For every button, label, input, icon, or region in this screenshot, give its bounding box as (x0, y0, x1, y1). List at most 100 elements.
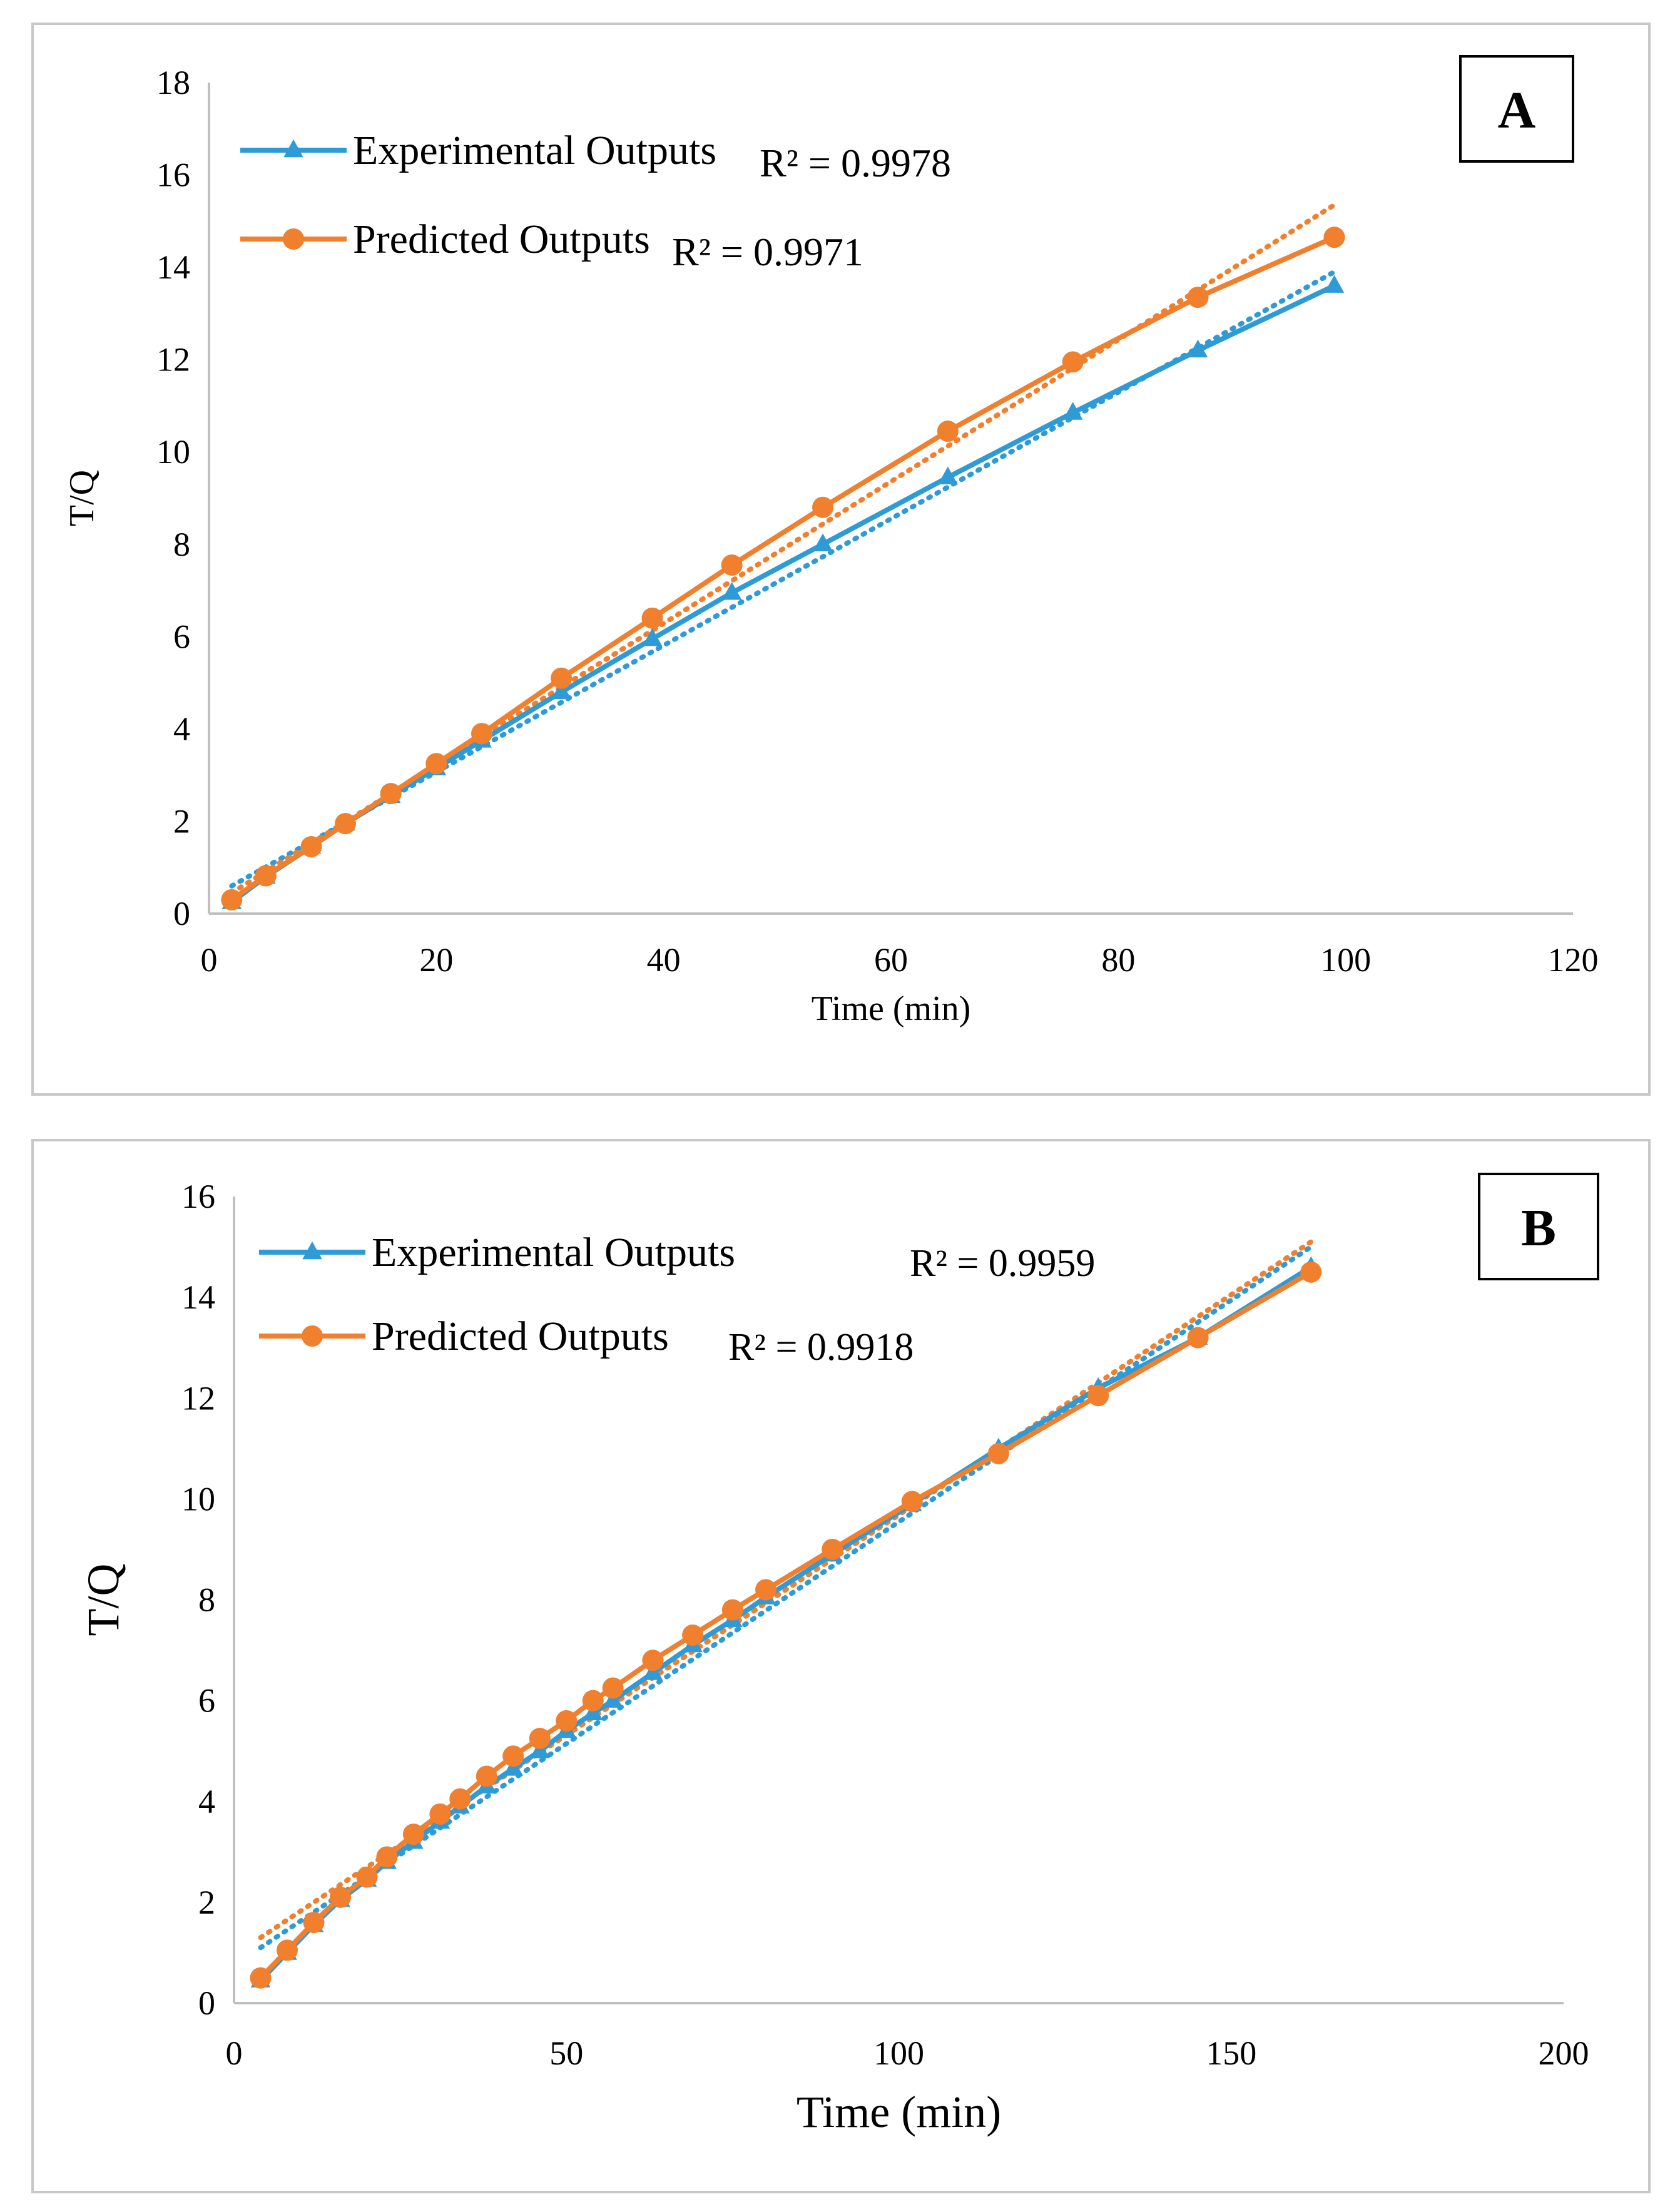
predicted-data-point (277, 1939, 298, 1961)
y-tick-label: 10 (156, 433, 190, 471)
x-tick-label: 80 (1101, 941, 1135, 979)
predicted-data-point (812, 496, 833, 518)
x-axis-title: Time (min) (797, 2087, 1001, 2137)
predicted-data-point (471, 723, 492, 745)
predicted-data-point (425, 753, 447, 775)
predicted-data-point (502, 1745, 524, 1767)
y-tick-label: 10 (181, 1480, 215, 1518)
legend-predicted-marker (302, 1325, 323, 1347)
experimental-data-point (642, 628, 663, 646)
chart-a-axes: 0 2 4 6 8 10 12 14 16 18 0 20 40 60 80 100 120 (156, 64, 1599, 979)
panel-label: B (1521, 1199, 1556, 1257)
predicted-data-point (529, 1728, 551, 1750)
predicted-data-point (1300, 1261, 1322, 1283)
x-tick-label: 200 (1539, 2034, 1589, 2072)
predicted-r2-label: R² = 0.9971 (672, 230, 863, 274)
legend-experimental-label: Experimental Outputs (372, 1230, 735, 1275)
chart-b-svg: 0 2 4 6 8 10 12 14 16 0 50 100 150 200 Experimental O… (78, 1173, 1599, 2137)
y-tick-label: 12 (156, 341, 190, 379)
experimental-r2-label: R² = 0.9978 (760, 141, 951, 185)
x-tick-label: 100 (873, 2034, 924, 2072)
experimental-data-point (813, 533, 833, 552)
predicted-data-point (1062, 351, 1084, 373)
chart-b-axes: 0 2 4 6 8 10 12 14 16 0 50 100 150 200 (181, 1178, 1589, 2072)
predicted-data-point (376, 1846, 398, 1868)
y-tick-label: 16 (181, 1178, 215, 1215)
y-tick-label: 4 (173, 710, 190, 748)
experimental-data-point (1188, 339, 1208, 358)
experimental-data-point (503, 1758, 523, 1776)
predicted-data-point (255, 865, 277, 887)
x-tick-label: 20 (419, 941, 453, 979)
legend-predicted-marker (283, 228, 304, 250)
x-tick-label: 0 (226, 2034, 243, 2072)
chart-panel-a: 0 2 4 6 8 10 12 14 16 18 0 20 40 60 80 100 120 Experimen… (31, 23, 1651, 1096)
y-tick-label: 6 (198, 1682, 215, 1720)
experimental-data-point (1324, 275, 1345, 293)
chart-a-labels: Time (min) T/Q A (63, 55, 1574, 1028)
predicted-data-point (380, 783, 402, 805)
y-tick-label: 2 (198, 1884, 215, 1921)
y-tick-label: 14 (156, 248, 190, 286)
legend-predicted-label: Predicted Outputs (372, 1314, 669, 1359)
y-tick-label: 0 (173, 895, 190, 932)
panel-label-box (1478, 1173, 1599, 1280)
predicted-data-point (250, 1967, 272, 1989)
experimental-data-point (583, 1702, 603, 1721)
experimental-data-point (938, 466, 958, 485)
predicted-data-point (402, 1824, 424, 1845)
predicted-data-point (330, 1886, 351, 1908)
y-tick-label: 12 (181, 1379, 215, 1417)
legend-experimental-marker (283, 139, 303, 158)
panel-label: A (1498, 81, 1536, 140)
predicted-data-point (551, 667, 573, 689)
experimental-data-point (1062, 402, 1083, 420)
y-tick-label: 4 (198, 1783, 215, 1820)
chart-a-svg: 0 2 4 6 8 10 12 14 16 18 0 20 40 60 80 100 120 Experimen… (63, 55, 1599, 1028)
x-tick-label: 0 (201, 941, 218, 979)
legend-experimental-label: Experimental Outputs (353, 128, 716, 173)
y-tick-label: 8 (173, 526, 190, 563)
chart-b-series (250, 1256, 1322, 1989)
x-tick-label: 150 (1206, 2034, 1256, 2072)
predicted-data-point (642, 1650, 664, 1671)
experimental-series-line (230, 283, 1336, 904)
x-tick-label: 50 (549, 2034, 583, 2072)
y-tick-label: 6 (173, 618, 190, 655)
legend-predicted-label: Predicted Outputs (353, 217, 650, 262)
y-tick-label: 16 (156, 156, 190, 194)
x-tick-label: 120 (1548, 941, 1599, 979)
predicted-data-point (582, 1690, 604, 1712)
y-axis-title: T/Q (78, 1564, 128, 1636)
experimental-data-point (551, 681, 571, 700)
y-tick-label: 0 (198, 1984, 215, 2022)
predicted-data-point (755, 1579, 776, 1601)
experimental-data-point (721, 581, 742, 600)
chart-a-series (221, 227, 1345, 911)
predicted-data-point (221, 889, 243, 911)
predicted-series-line (258, 1270, 1313, 1980)
predicted-data-point (303, 1912, 325, 1934)
x-tick-label: 60 (874, 941, 908, 979)
chart-b-legend: Experimental Outputs R² = 0.9959 Predicted… (259, 1230, 1095, 1369)
predicted-data-point (476, 1765, 497, 1787)
chart-b-labels: Time (min) T/Q B (78, 1173, 1599, 2137)
predicted-data-point (901, 1491, 923, 1513)
experimental-data-point (603, 1690, 623, 1708)
predicted-data-point (937, 421, 959, 442)
predicted-data-point (721, 554, 743, 576)
predicted-data-point (721, 1599, 743, 1621)
predicted-r2-label: R² = 0.9918 (728, 1326, 914, 1369)
predicted-data-point (987, 1442, 1009, 1464)
experimental-trendline (258, 1244, 1314, 1951)
predicted-data-point (822, 1538, 843, 1560)
predicted-data-point (1187, 287, 1209, 309)
panel-label-box (1459, 55, 1574, 163)
experimental-series-line (258, 1265, 1313, 1982)
predicted-data-point (602, 1677, 624, 1699)
y-tick-label: 18 (156, 64, 190, 101)
predicted-data-point (682, 1624, 704, 1646)
predicted-data-point (641, 607, 663, 629)
legend-experimental-marker (302, 1241, 322, 1260)
predicted-data-point (356, 1866, 378, 1888)
